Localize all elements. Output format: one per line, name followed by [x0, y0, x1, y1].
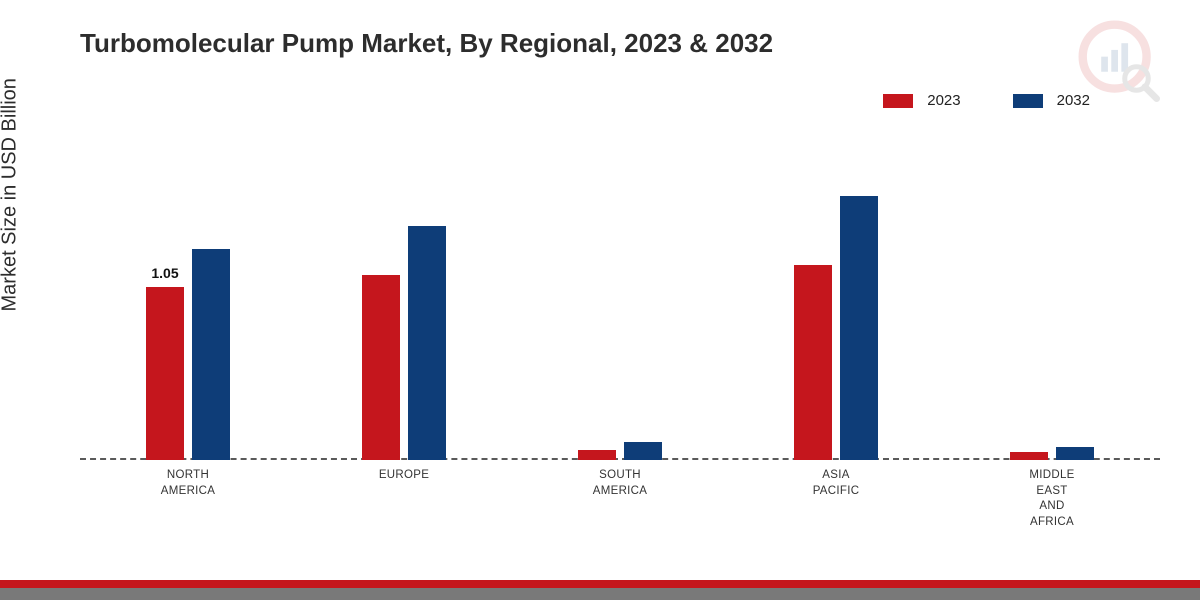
bar-group — [766, 196, 906, 460]
bar-value-label: 1.05 — [151, 265, 178, 281]
footer-grey-bar — [0, 588, 1200, 600]
legend-label-2032: 2032 — [1057, 92, 1090, 109]
watermark-logo — [1076, 18, 1160, 102]
bar — [1056, 447, 1094, 460]
bar — [1010, 452, 1048, 460]
legend-swatch-2023 — [883, 94, 913, 108]
legend: 2023 2032 — [883, 92, 1090, 109]
bar — [362, 275, 400, 460]
x-axis-category-label: ASIAPACIFIC — [766, 468, 906, 499]
bar — [624, 442, 662, 460]
x-axis-category-label: NORTHAMERICA — [118, 468, 258, 499]
y-axis-label: Market Size in USD Billion — [0, 78, 22, 311]
plot-area: 1.05 — [80, 130, 1160, 460]
legend-item-2023: 2023 — [883, 92, 960, 109]
x-axis-category-label: EUROPE — [334, 468, 474, 484]
bar — [578, 450, 616, 460]
x-axis-labels: NORTHAMERICA EUROPE SOUTHAMERICA ASIAPACIFI… — [80, 468, 1160, 548]
bar-group — [334, 226, 474, 460]
bar — [408, 226, 446, 460]
footer-red-bar — [0, 580, 1200, 588]
bar — [840, 196, 878, 460]
chart-title: Turbomolecular Pump Market, By Regional,… — [80, 28, 773, 59]
footer-band — [0, 580, 1200, 600]
bar: 1.05 — [146, 287, 184, 460]
bar-group: 1.05 — [118, 249, 258, 460]
x-axis-category-label: MIDDLEEASTANDAFRICA — [982, 468, 1122, 530]
bar — [794, 265, 832, 460]
legend-swatch-2032 — [1013, 94, 1043, 108]
legend-item-2032: 2032 — [1013, 92, 1090, 109]
bar — [192, 249, 230, 460]
bar-group — [982, 447, 1122, 460]
x-axis-category-label: SOUTHAMERICA — [550, 468, 690, 499]
bar-group — [550, 442, 690, 460]
legend-label-2023: 2023 — [927, 92, 960, 109]
